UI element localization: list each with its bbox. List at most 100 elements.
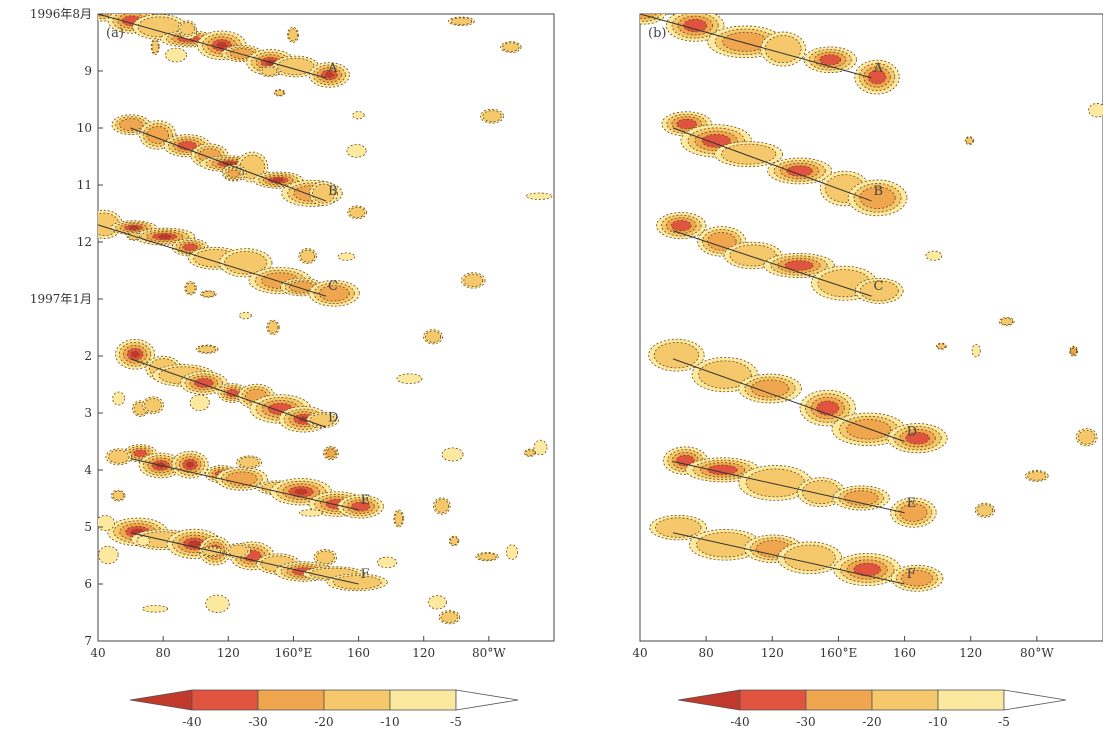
propagation-line-e	[130, 458, 359, 511]
y-tick-label: 3	[84, 406, 92, 420]
anomaly-c-5-contour-1	[224, 251, 268, 275]
scatter-0-43-contour-1	[144, 398, 162, 413]
propagation-line-b	[672, 127, 872, 202]
propagation-line-b	[130, 127, 327, 202]
scatter-0-52-contour-0	[427, 595, 447, 610]
scatter-0-48-contour-1	[425, 330, 442, 343]
scatter-0-35-contour-1	[349, 206, 366, 218]
x-tick-label: 80	[156, 646, 171, 660]
scatter-0-36-contour-0	[352, 111, 365, 120]
propagation-line-a	[97, 13, 327, 79]
y-tick-label: 6	[84, 577, 92, 591]
anomaly-d-4-contour-2	[846, 419, 892, 440]
y-tick-label: 9	[84, 64, 92, 78]
propagation-label-f: F	[907, 567, 916, 582]
anomaly-d-0-contour-1	[653, 342, 700, 369]
colorbar-tick-label: -10	[928, 715, 947, 729]
scatter-0-53-contour-1	[201, 291, 216, 298]
propagation-label-a: A	[873, 61, 884, 76]
scatter-1-8-contour-1	[1000, 317, 1014, 326]
x-tick-label: 80	[699, 646, 714, 660]
propagation-label-d: D	[328, 410, 338, 425]
propagation-line-a	[639, 13, 872, 79]
propagation-label-b: B	[874, 184, 884, 199]
colorbar-segment	[937, 689, 1005, 711]
scatter-0-28-contour-1	[482, 110, 502, 123]
colorbar-tick-label: -10	[380, 715, 399, 729]
y-tick-label: 5	[84, 520, 92, 534]
anomaly-b-0-contour-2	[119, 118, 143, 132]
colorbar-segment	[323, 689, 391, 711]
anomaly-f-3-contour-1	[783, 544, 836, 571]
anomaly-d-4-contour-3	[226, 388, 239, 398]
colorbar-tick-label: -40	[182, 715, 201, 729]
scatter-0-32-contour-1	[300, 249, 316, 263]
anomaly-b-6-contour-4	[272, 177, 284, 183]
panel-a-label: (a)	[106, 26, 124, 41]
colorbar-tick-label: -20	[314, 715, 333, 729]
scatter-0-40-contour-0	[136, 535, 151, 547]
scatter-0-38-contour-1	[274, 89, 285, 96]
anomaly-b-0-contour-3	[676, 118, 698, 130]
scatter-0-33-contour-1	[267, 321, 279, 334]
anomaly-e-6-contour-4	[294, 488, 308, 495]
anomaly-a-8-contour-4	[324, 72, 334, 78]
colorbar-extend-low	[129, 689, 193, 711]
scatter-0-49-contour-1	[108, 449, 130, 464]
panel-a-x-axis: 40 80 120 160°E 160 120 80°W	[90, 636, 506, 660]
propagation-line-f	[672, 532, 905, 585]
anomaly-a-3-contour-1	[764, 34, 802, 64]
anomaly-c-1-contour-4	[128, 225, 139, 231]
propagation-label-c: C	[328, 279, 338, 294]
anomaly-f-2-contour-4	[188, 540, 201, 548]
panel-a: A B C D E F (a) 1996年8月 9 10 11 12 1997年1月 2 3 4 5 6 7 4…	[30, 7, 555, 660]
y-tick-label: 4	[84, 463, 92, 477]
scatter-0-42-contour-1	[434, 499, 449, 513]
colorbar-tick-label: -20	[862, 715, 881, 729]
y-tick-label: 10	[77, 121, 92, 135]
scatter-0-47-contour-0	[396, 373, 423, 384]
scatter-0-31-contour-1	[477, 552, 497, 561]
panel-b-x-axis: 40 80 120 160°E 160 120 80°W	[632, 636, 1054, 660]
y-tick-label: 1996年8月	[30, 7, 92, 21]
propagation-label-b: B	[328, 184, 338, 199]
scatter-0-22-contour-1	[450, 17, 473, 26]
colorbar-segment	[257, 689, 325, 711]
anomaly-b-3-contour-3	[786, 165, 813, 177]
scatter-1-0-contour-1	[965, 137, 974, 145]
scatter-0-44-contour-0	[525, 192, 553, 200]
x-tick-label: 160	[347, 646, 370, 660]
propagation-label-f: F	[361, 567, 370, 582]
scatter-0-16-contour-1	[440, 611, 459, 623]
scatter-0-11-contour-0	[205, 594, 230, 613]
panel-b: A B C D E F (b) 40 80 120 160°E 160 120 80°W	[632, 13, 1103, 660]
propagation-line-e	[672, 460, 905, 514]
anomaly-b-1-contour-3	[701, 133, 731, 148]
scatter-0-37-contour-0	[376, 556, 398, 569]
panel-b-label: (b)	[648, 26, 666, 41]
x-tick-label: 120	[761, 646, 784, 660]
colorbar-a: -40 -30 -20 -10 -5	[129, 689, 519, 729]
anomaly-a-0-contour-2	[640, 14, 657, 19]
propagation-label-c: C	[874, 279, 884, 294]
y-tick-label: 12	[77, 235, 92, 249]
colorbar-segment	[805, 689, 873, 711]
anomaly-f-8-contour-1	[332, 575, 382, 590]
anomaly-c-3-contour-3	[784, 260, 814, 271]
x-tick-label: 40	[632, 646, 647, 660]
scatter-0-5-contour-0	[189, 394, 210, 412]
colorbar-tick-label: -30	[248, 715, 267, 729]
panel-a-propagation-lines: A B C D E F	[97, 13, 370, 585]
propagation-line-c	[97, 224, 327, 297]
scatter-0-17-contour-0	[165, 47, 187, 63]
propagation-label-a: A	[327, 61, 338, 76]
anomaly-c-3-contour-3	[182, 243, 198, 252]
propagation-line-d	[672, 358, 905, 442]
anomaly-e-2-contour-4	[186, 461, 195, 468]
anomaly-a-7-contour-1	[276, 57, 315, 76]
anomaly-c-0-contour-3	[670, 219, 692, 232]
scatter-0-23-contour-1	[288, 28, 298, 42]
colorbar-tick-label: -5	[998, 715, 1010, 729]
y-tick-label: 11	[77, 178, 92, 192]
